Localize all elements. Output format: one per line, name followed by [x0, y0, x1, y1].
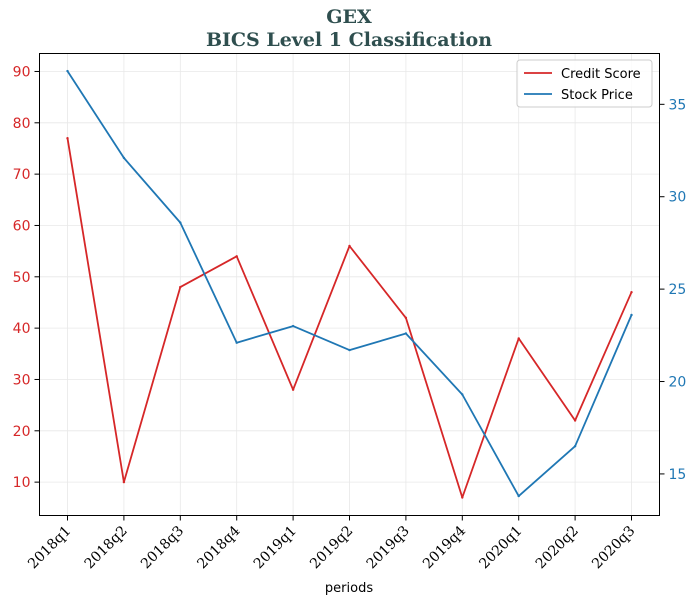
point-stock-price-10	[630, 313, 633, 317]
point-credit-score-1	[122, 480, 126, 484]
point-credit-score-4	[291, 388, 295, 391]
left-tick-label-0: 10	[13, 475, 31, 491]
legend-box	[516, 59, 653, 108]
x-tick-label-2: 2018q3	[138, 523, 187, 572]
chart-title: GEX	[326, 6, 372, 28]
left-tick-label-6: 70	[13, 167, 31, 183]
point-stock-price-4	[291, 324, 295, 328]
x-tick-label-0: 2018q1	[25, 523, 74, 572]
point-credit-score-6	[404, 316, 408, 320]
left-tick-label-7: 80	[13, 116, 31, 132]
x-tick-label-1: 2018q2	[82, 523, 131, 572]
point-stock-price-2	[179, 221, 182, 224]
right-tick-label-4: 35	[669, 97, 687, 113]
left-tick-label-2: 30	[13, 372, 31, 388]
point-credit-score-2	[179, 285, 182, 289]
x-tick-label-6: 2019q3	[364, 523, 413, 572]
x-tick-label-8: 2020q1	[476, 523, 525, 572]
point-credit-score-10	[630, 291, 633, 294]
left-axis: 10 20 30 40 50 60 70 80 90	[13, 64, 40, 491]
right-tick-label-1: 20	[669, 375, 687, 391]
x-tick-label-4: 2019q1	[251, 523, 300, 572]
point-stock-price-1	[122, 156, 126, 160]
grid-lines	[39, 53, 660, 516]
legend: Credit Score Stock Price	[516, 59, 653, 108]
point-credit-score-5	[348, 244, 351, 248]
point-stock-price-8	[517, 494, 520, 498]
left-tick-label-4: 50	[13, 270, 31, 286]
right-tick-label-3: 30	[669, 190, 687, 206]
point-credit-score-8	[517, 337, 520, 340]
series-layer	[66, 69, 633, 499]
legend-label-stock-price: Stock Price	[561, 88, 633, 103]
x-tick-label-7: 2019q4	[420, 523, 469, 572]
point-credit-score-3	[235, 255, 238, 258]
x-tick-label-10: 2020q3	[589, 523, 638, 572]
chart-subtitle: BICS Level 1 Classification	[206, 29, 492, 51]
right-tick-label-0: 15	[669, 467, 687, 483]
left-tick-label-1: 20	[13, 424, 31, 440]
point-stock-price-9	[573, 445, 577, 448]
point-stock-price-0	[66, 69, 69, 73]
point-stock-price-6	[404, 332, 408, 335]
x-axis: 2018q1 2018q2 2018q3 2018q4 2019q1 2019q2 2019…	[25, 515, 638, 572]
left-tick-label-8: 90	[13, 64, 31, 80]
point-stock-price-5	[348, 348, 351, 352]
x-tick-label-9: 2020q2	[533, 523, 582, 572]
right-tick-label-2: 25	[669, 282, 687, 298]
x-tick-label-3: 2018q4	[194, 523, 243, 572]
left-tick-label-3: 40	[13, 321, 31, 337]
point-credit-score-0	[66, 137, 69, 140]
x-tick-label-5: 2019q2	[307, 523, 356, 572]
left-tick-label-5: 60	[13, 218, 31, 234]
x-axis-label: periods	[325, 581, 373, 596]
point-credit-score-9	[573, 419, 577, 422]
point-credit-score-7	[461, 496, 464, 499]
legend-label-credit-score: Credit Score	[561, 67, 641, 82]
point-stock-price-7	[461, 393, 464, 396]
point-stock-price-3	[235, 341, 238, 344]
right-axis: 15 20 25 30 35	[659, 97, 687, 483]
